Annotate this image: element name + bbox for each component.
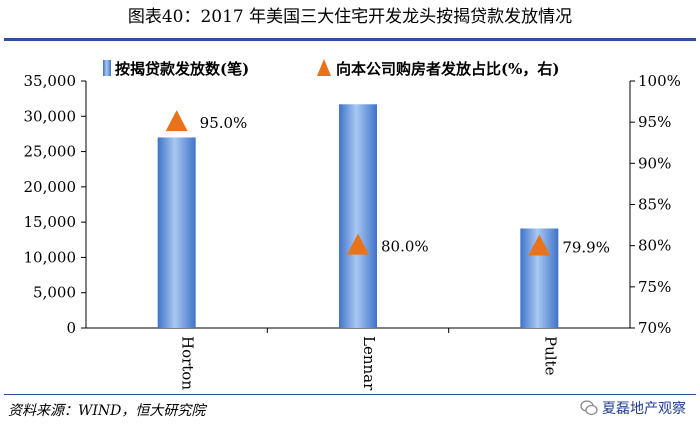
bar-horton (157, 137, 196, 328)
left-axis-tick-label: 0 (66, 319, 76, 337)
x-tick-label-lennar: Lennar (360, 336, 378, 391)
legend-bar-label: 按揭贷款发放数(笔) (115, 60, 249, 78)
title-divider (4, 38, 696, 41)
left-axis-tick-label: 30,000 (24, 107, 77, 125)
right-axis-tick-label: 85% (638, 196, 671, 214)
right-axis-tick-label: 95% (638, 113, 671, 131)
data-label-pulte: 79.9% (562, 238, 610, 256)
left-axis-tick-label: 20,000 (24, 178, 77, 196)
right-axis-tick-label: 80% (638, 237, 671, 255)
right-axis-tick-label: 100% (638, 72, 681, 90)
right-axis-tick-label: 90% (638, 154, 671, 172)
left-axis-tick-label: 35,000 (24, 72, 77, 90)
wechat-icon (580, 400, 598, 416)
right-axis-tick-label: 70% (638, 319, 671, 337)
legend-marker-label: 向本公司购房者发放占比(%，右) (336, 60, 559, 78)
source-note: 资料来源：WIND，恒大研究院 (8, 403, 206, 419)
brand-watermark: 夏磊地产观察 (580, 398, 686, 418)
legend-bar-swatch (103, 60, 111, 76)
data-label-lennar: 80.0% (381, 238, 429, 256)
chart-canvas: 按揭贷款发放数(笔) 向本公司购房者发放占比(%，右) 0 5,000 10,000… (24, 59, 681, 391)
marker-pulte (528, 234, 551, 256)
brand-label: 夏磊地产观察 (602, 401, 686, 417)
right-axis-tick-label: 75% (638, 278, 671, 296)
x-tick-label-pulte: Pulte (541, 336, 559, 376)
chart-legend: 按揭贷款发放数(笔) 向本公司购房者发放占比(%，右) (103, 59, 559, 78)
legend-marker-swatch (317, 59, 331, 76)
marker-horton (165, 110, 188, 132)
data-label-horton: 95.0% (200, 114, 248, 132)
left-axis-tick-label: 10,000 (24, 248, 77, 266)
x-tick-label-horton: Horton (179, 336, 197, 390)
left-axis-tick-label: 5,000 (33, 284, 76, 302)
footer-divider (4, 394, 696, 395)
left-axis-tick-label: 15,000 (24, 213, 77, 231)
marker-lennar (347, 233, 369, 255)
left-axis-tick-label: 25,000 (24, 143, 77, 161)
chart-title: 图表40：2017 年美国三大住宅开发龙头按揭贷款发放情况 (127, 7, 573, 27)
bar-lennar (339, 104, 377, 328)
